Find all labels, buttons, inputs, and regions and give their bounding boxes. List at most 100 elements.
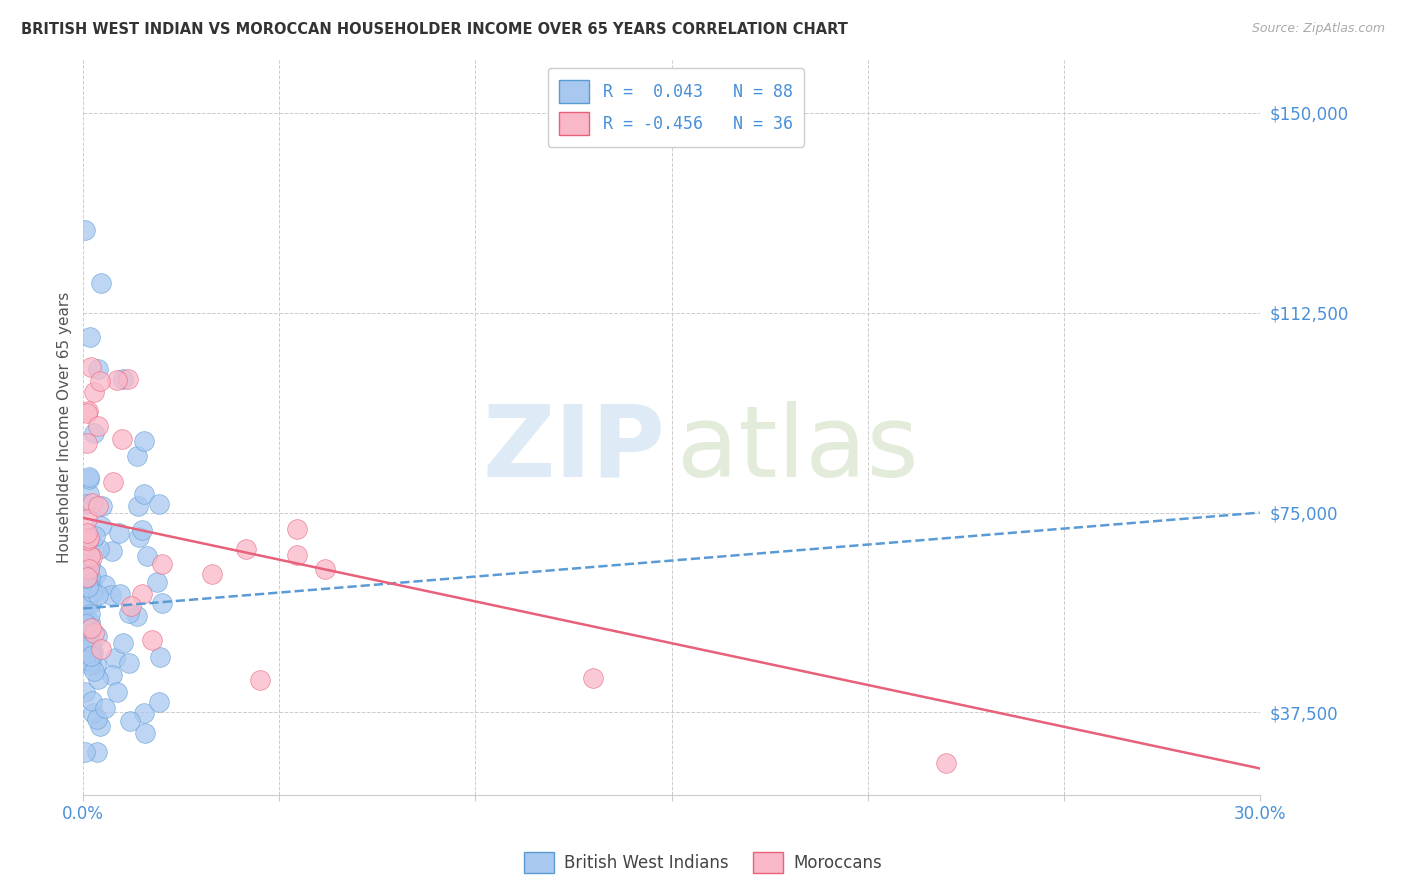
Point <box>100 667 122 681</box>
Point <box>149 649 172 664</box>
Point <box>87 673 110 687</box>
Point <box>89 719 111 733</box>
Point <box>111 432 134 446</box>
Point <box>79 330 101 344</box>
Point <box>131 587 153 601</box>
Point <box>249 673 271 687</box>
Point <box>134 725 156 739</box>
Point <box>100 544 122 558</box>
Point <box>125 608 148 623</box>
Point <box>91 499 114 513</box>
Text: ZIP: ZIP <box>482 401 665 498</box>
Point <box>75 571 97 585</box>
Point <box>79 615 101 629</box>
Point <box>314 562 336 576</box>
Point <box>80 496 103 510</box>
Point <box>83 664 105 678</box>
Point <box>75 684 97 698</box>
Point <box>79 360 101 375</box>
Point <box>75 615 97 630</box>
Point <box>117 372 139 386</box>
Point <box>76 580 98 594</box>
Point <box>75 496 97 510</box>
Point <box>125 450 148 464</box>
Point <box>105 373 128 387</box>
Point <box>134 434 156 449</box>
Point <box>80 585 103 599</box>
Point <box>87 499 110 513</box>
Point <box>76 625 98 640</box>
Point <box>75 616 97 631</box>
Point <box>89 375 111 389</box>
Point <box>87 361 110 376</box>
Point <box>90 642 112 657</box>
Point <box>76 512 98 526</box>
Point <box>86 746 108 760</box>
Point <box>287 548 309 562</box>
Point <box>76 570 98 584</box>
Point <box>148 498 170 512</box>
Point <box>80 595 103 609</box>
Point <box>285 522 308 536</box>
Point <box>76 565 98 579</box>
Point <box>79 607 101 621</box>
Point <box>90 277 112 291</box>
Point <box>89 541 111 556</box>
Point <box>75 558 97 572</box>
Point <box>75 611 97 625</box>
Point <box>107 685 129 699</box>
Point <box>75 640 97 654</box>
Point <box>76 436 98 450</box>
Legend: British West Indians, Moroccans: British West Indians, Moroccans <box>517 846 889 880</box>
Point <box>76 526 98 541</box>
Point <box>75 638 97 652</box>
Legend: R =  0.043   N = 88, R = -0.456   N = 36: R = 0.043 N = 88, R = -0.456 N = 36 <box>548 68 804 147</box>
Point <box>80 645 103 659</box>
Point <box>89 519 111 533</box>
Point <box>128 530 150 544</box>
Point <box>582 671 605 685</box>
Point <box>82 536 104 550</box>
Point <box>77 531 100 545</box>
Point <box>80 654 103 668</box>
Point <box>100 588 122 602</box>
Point <box>86 712 108 726</box>
Point <box>76 566 98 580</box>
Y-axis label: Householder Income Over 65 years: Householder Income Over 65 years <box>58 292 72 563</box>
Point <box>104 650 127 665</box>
Point <box>80 655 103 669</box>
Point <box>75 581 97 595</box>
Point <box>79 549 101 564</box>
Point <box>77 472 100 486</box>
Point <box>76 533 98 547</box>
Point <box>107 525 129 540</box>
Point <box>136 549 159 563</box>
Point <box>84 566 107 581</box>
Point <box>79 640 101 654</box>
Point <box>75 746 97 760</box>
Point <box>131 523 153 537</box>
Point <box>80 576 103 591</box>
Point <box>77 487 100 501</box>
Point <box>83 385 105 400</box>
Point <box>120 599 142 614</box>
Point <box>148 696 170 710</box>
Point <box>80 549 103 564</box>
Point <box>235 541 257 556</box>
Point <box>108 587 131 601</box>
Point <box>118 656 141 670</box>
Point <box>79 580 101 594</box>
Point <box>76 595 98 609</box>
Point <box>80 649 103 664</box>
Point <box>82 645 104 659</box>
Point <box>80 621 103 635</box>
Point <box>82 706 104 720</box>
Point <box>77 632 100 647</box>
Point <box>134 706 156 720</box>
Point <box>77 643 100 657</box>
Point <box>132 487 155 501</box>
Point <box>101 475 124 489</box>
Point <box>83 425 105 440</box>
Point <box>201 566 224 581</box>
Point <box>80 574 103 589</box>
